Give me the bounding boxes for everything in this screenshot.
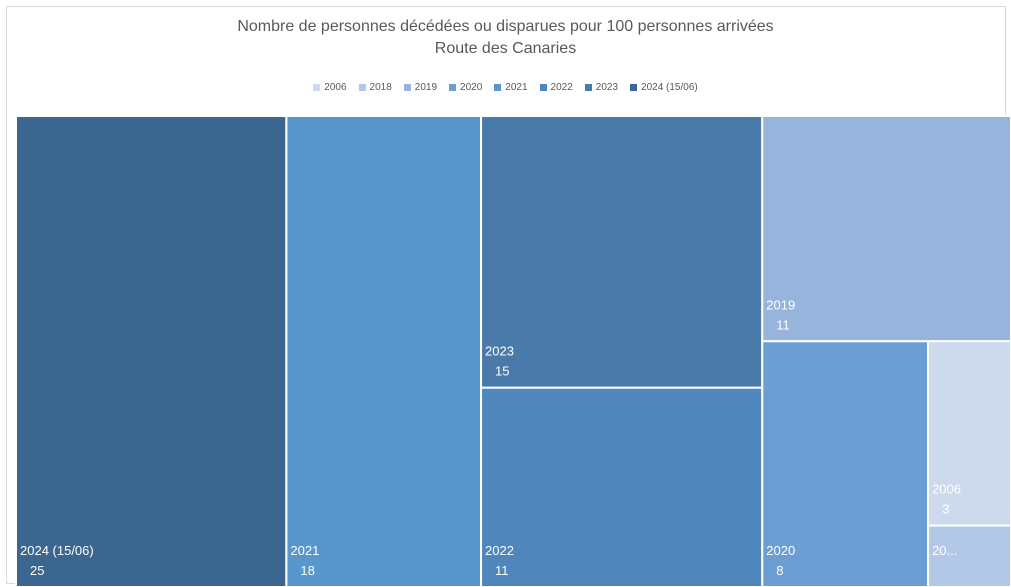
legend-item: 2020 bbox=[449, 82, 482, 93]
tile-value: 15 bbox=[495, 364, 509, 379]
legend-swatch bbox=[539, 84, 547, 91]
treemap-tile: 2022 11 bbox=[480, 386, 764, 587]
tile-label: 2023 bbox=[485, 344, 514, 359]
tile-label: 2021 bbox=[290, 543, 319, 558]
legend-swatch bbox=[494, 84, 502, 91]
tile-label: 2006 bbox=[932, 482, 961, 497]
legend-swatch bbox=[358, 84, 366, 91]
treemap-rect bbox=[15, 115, 288, 587]
treemap-rect bbox=[761, 115, 1011, 343]
legend-swatch bbox=[313, 84, 321, 91]
legend-label: 2019 bbox=[414, 82, 438, 93]
tile-value: 11 bbox=[495, 563, 509, 578]
legend-swatch bbox=[449, 84, 457, 91]
treemap-tile: 2023 15 bbox=[480, 115, 764, 389]
legend-item: 2006 bbox=[313, 82, 347, 93]
legend-label: 2020 bbox=[460, 82, 483, 93]
legend-item: 2022 bbox=[539, 82, 573, 93]
legend-item: 2024 (15/06) bbox=[630, 82, 698, 93]
treemap-rect bbox=[480, 115, 764, 389]
legend-label: 2023 bbox=[595, 82, 619, 93]
treemap-tile: 2019 11 bbox=[761, 115, 1011, 343]
tile-value: 3 bbox=[942, 502, 949, 517]
legend-label: 2021 bbox=[505, 82, 528, 93]
treemap-rect bbox=[480, 386, 764, 587]
tile-label: 2020 bbox=[766, 543, 795, 558]
tile-label: 20... bbox=[932, 543, 957, 558]
legend-item: 2018 bbox=[358, 82, 392, 93]
treemap-tile: 2021 18 bbox=[285, 115, 483, 587]
treemap-tile: 2020 8 bbox=[761, 340, 930, 587]
legend-label: 2022 bbox=[550, 82, 573, 93]
tile-value: 11 bbox=[776, 317, 790, 332]
legend-item: 2019 bbox=[403, 82, 438, 93]
legend-swatch bbox=[584, 84, 592, 91]
tile-label: 2022 bbox=[485, 543, 514, 558]
legend-label: 2018 bbox=[369, 82, 392, 93]
tile-value: 18 bbox=[300, 563, 314, 578]
legend-item: 2021 bbox=[494, 82, 528, 93]
treemap-tile: 2024 (15/06) 25 bbox=[15, 115, 288, 587]
tile-label: 2019 bbox=[766, 297, 795, 312]
legend-swatch bbox=[403, 84, 411, 91]
chart-title: Nombre de personnes décédées ou disparue… bbox=[237, 18, 774, 35]
treemap-tile: 2006 3 bbox=[927, 340, 1011, 527]
chart-subtitle: Route des Canaries bbox=[434, 40, 577, 57]
legend: 2006 2018 2019 2020 2021 2022 2023 2024 (15/06) bbox=[0, 82, 1011, 93]
legend-label: 2024 (15/06) bbox=[641, 82, 698, 93]
legend-item: 2023 bbox=[584, 82, 619, 93]
legend-swatch bbox=[630, 84, 638, 91]
treemap-tile: 20... bbox=[927, 524, 1011, 587]
treemap-rect bbox=[927, 340, 1011, 527]
tile-value: 8 bbox=[776, 563, 783, 578]
tile-value: 25 bbox=[30, 563, 44, 578]
tile-label: 2024 (15/06) bbox=[20, 543, 94, 558]
legend-label: 2006 bbox=[324, 82, 347, 93]
treemap-rect bbox=[285, 115, 483, 587]
